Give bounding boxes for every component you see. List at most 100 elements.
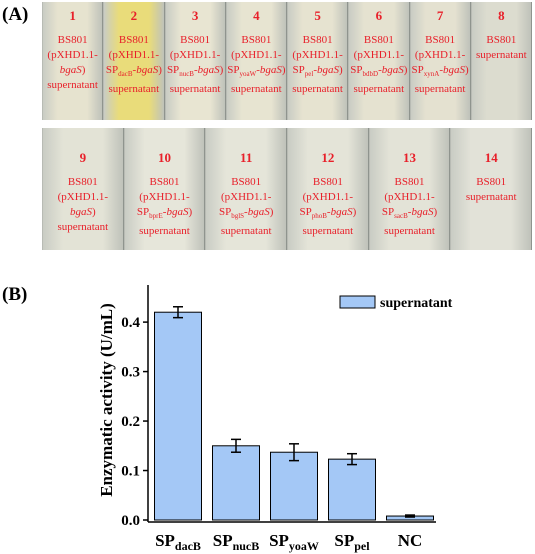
label-text: supernatant <box>292 83 343 96</box>
label-text: BS801 <box>180 34 211 46</box>
label-text: BS801 <box>241 34 272 46</box>
label-text: pel <box>304 70 314 79</box>
label-text: yoaW <box>239 70 257 79</box>
bar <box>212 445 260 521</box>
tube-label-line: SPpel-bgaS) <box>288 63 347 82</box>
label-text: (pXHD1.1- <box>220 191 272 203</box>
tube-label-line: (pXHD1.1- <box>104 48 163 63</box>
error-bar <box>347 452 357 466</box>
tube-label-line: BS801 <box>288 33 347 48</box>
tube-label-line: BS801 <box>451 175 531 190</box>
tube-label-line: BS801 <box>288 175 368 190</box>
tube-label-line: supernatant <box>43 78 102 93</box>
label-text: ) <box>339 64 343 76</box>
tube-number: 9 <box>79 150 87 165</box>
tube-number: 14 <box>484 150 498 165</box>
label-text: bgaS <box>259 64 282 76</box>
y-axis-label: Enzymatic activity (U/mL) <box>97 303 116 497</box>
tube: 5 BS801 (pXHD1.1- SPpel-bgaS) supernatant <box>287 2 349 120</box>
label-text: BS801 <box>394 176 425 188</box>
label-text: bgaS <box>381 64 404 76</box>
tube-number: 4 <box>253 8 260 23</box>
label-text: BS801 <box>363 34 394 46</box>
tube-label-line: bgaS) <box>43 205 123 220</box>
tube: 2 BS801 (pXHD1.1- SPdacB-bgaS) supernatant <box>103 2 165 120</box>
label-text: SP <box>136 206 150 218</box>
label-text: bgaS <box>136 64 159 76</box>
tube: 1 BS801 (pXHD1.1- bgaS) supernatant <box>42 2 104 120</box>
label-text: - <box>162 206 167 218</box>
error-bar <box>231 438 241 453</box>
y-tick-label: 0.0 <box>121 513 140 529</box>
label-text: supernatant <box>384 225 435 238</box>
tube-label-line: SPyoaW-bgaS) <box>227 63 286 82</box>
tube-row: 1 BS801 (pXHD1.1- bgaS) supernatant 2 BS801 (pX… <box>42 2 532 120</box>
label-text: ) <box>81 64 86 76</box>
label-text: xynA <box>423 70 440 79</box>
tube-label-line: SPphoB-bgaS) <box>288 205 368 224</box>
label-text: SP <box>269 531 289 550</box>
x-tick-label: SPnucB <box>213 531 260 553</box>
tube-label-line: supernatant <box>288 82 347 97</box>
tube-number: 6 <box>375 8 383 23</box>
error-bar <box>173 306 183 319</box>
tube-number: 1 <box>69 8 76 23</box>
tube-label-line: supernatant <box>227 82 286 97</box>
tube-label-line: (pXHD1.1- <box>370 190 450 205</box>
tube-label-line: supernatant <box>472 48 531 63</box>
label-text: NC <box>398 531 423 550</box>
label-text: BS801 <box>302 34 333 46</box>
label-text: ) <box>92 206 96 218</box>
label-text: (pXHD1.1- <box>57 191 109 203</box>
label-text: SP <box>105 64 119 76</box>
tube: 3 BS801 (pXHD1.1- SPnucB-bgaS) supernatant <box>164 2 226 120</box>
x-tick-label: SPyoaW <box>269 531 319 553</box>
tube-label-line: BS801 <box>411 33 470 48</box>
label-text: SP <box>292 64 305 76</box>
tube-label-line: supernatant <box>451 190 531 205</box>
tube-label-line: BS801 <box>166 33 225 48</box>
label-text: nucB <box>233 539 260 553</box>
tube-label-line: SPdacB-bgaS) <box>104 63 163 82</box>
label-text: ) <box>219 64 224 76</box>
label-text: supernatant <box>108 83 160 96</box>
tube-label-line: SPxynA-bgaS) <box>411 63 470 82</box>
label-text: (pXHD1.1- <box>108 49 160 61</box>
tube-label-line: BS801 <box>125 175 205 190</box>
label-text: ) <box>465 64 469 76</box>
label-text: - <box>439 64 444 76</box>
label-text: bgaS <box>247 206 270 218</box>
label-text: SP <box>227 64 240 76</box>
y-tick-label: 0.4 <box>121 315 140 331</box>
label-text: (pXHD1.1- <box>384 191 435 203</box>
label-text: supernatant <box>220 225 272 238</box>
label-text: - <box>378 64 382 76</box>
label-text: SP <box>299 206 312 218</box>
tube-label-line: supernatant <box>104 82 163 97</box>
tube-label-line: SPbdbD-bgaS) <box>349 63 408 82</box>
bar <box>154 311 202 521</box>
bar <box>328 458 376 521</box>
label-text: sacB <box>394 212 408 221</box>
label-text: ) <box>433 206 438 218</box>
tube-label-line: supernatant <box>43 220 123 235</box>
label-text: ) <box>158 64 162 76</box>
label-text: BS801 <box>57 34 88 46</box>
label-text: BS801 <box>149 176 180 188</box>
tube-number: 3 <box>191 8 199 23</box>
tube: 9 BS801 (pXHD1.1- bgaS) supernatant <box>42 128 124 250</box>
label-text: supernatant <box>47 79 98 91</box>
label-text: (pXHD1.1- <box>302 191 354 203</box>
tube: 13 BS801 (pXHD1.1- SPsacB-bgaS) supernatant <box>368 128 451 250</box>
tube-number: 13 <box>403 150 417 165</box>
tube-label-line: BS801 <box>104 33 163 48</box>
label-text: bgaS <box>70 206 92 218</box>
panel-label: (A) <box>2 4 29 25</box>
label-text: (pXHD1.1- <box>292 49 343 61</box>
label-text: supernatant <box>231 83 282 96</box>
label-text: SP <box>166 64 180 76</box>
label-text: bgaS <box>197 64 220 76</box>
x-tick-label: SPpel <box>334 531 370 553</box>
tube: 10 BS801 (pXHD1.1- SPbprE-bgaS) supernatant <box>123 128 206 250</box>
